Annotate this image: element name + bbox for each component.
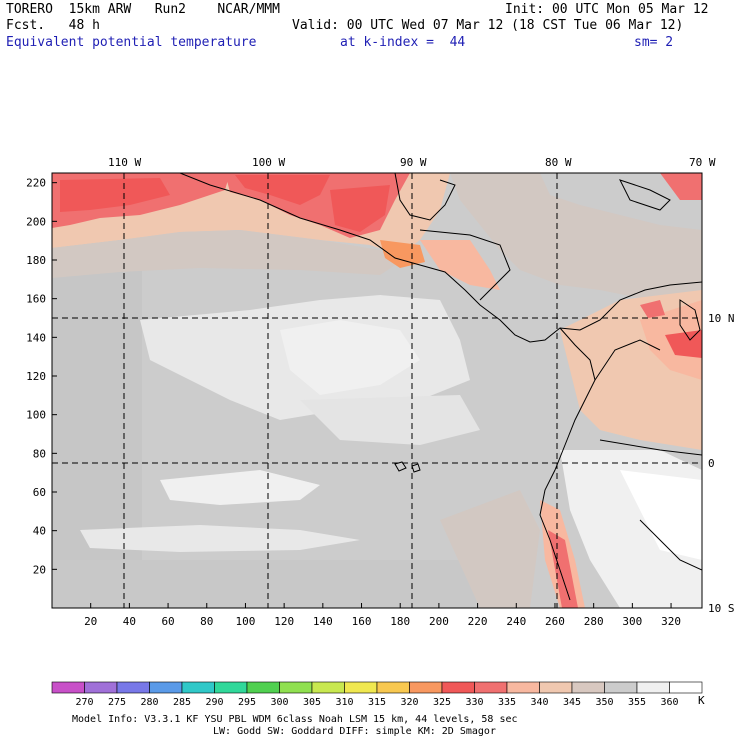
colorbar-swatch bbox=[636, 681, 670, 694]
y-tick-label: 180 bbox=[26, 254, 46, 267]
colorbar-swatch bbox=[84, 681, 118, 694]
y-tick-label: 80 bbox=[33, 447, 46, 460]
colorbar-swatch bbox=[571, 681, 605, 694]
x-tick-label: 240 bbox=[506, 615, 526, 628]
y-tick-label: 120 bbox=[26, 370, 46, 383]
colorbar-label: 340 bbox=[530, 697, 548, 708]
forecast-hour: Fcst. 48 h bbox=[6, 18, 100, 33]
valid-time: Valid: 00 UTC Wed 07 Mar 12 (18 CST Tue … bbox=[292, 18, 684, 33]
y-tick-label: 220 bbox=[26, 177, 46, 190]
colorbar-label: 285 bbox=[173, 697, 191, 708]
y-tick-label: 60 bbox=[33, 486, 46, 499]
y-tick-label: 140 bbox=[26, 331, 46, 344]
colorbar-label: 280 bbox=[140, 697, 158, 708]
colorbar-label: 305 bbox=[303, 697, 321, 708]
y-tick-label: 160 bbox=[26, 293, 46, 306]
lat-label: 10 S bbox=[708, 602, 735, 615]
smoothing: sm= 2 bbox=[634, 35, 674, 50]
x-axis: 20 40 60 80 100 120 140 160 180 200 220 240 260 280 30… bbox=[84, 603, 681, 628]
model-info: Model Info: V3.3.1 KF YSU PBL WDM 6class… bbox=[72, 714, 518, 725]
x-tick-label: 320 bbox=[661, 615, 681, 628]
y-tick-label: 20 bbox=[33, 563, 46, 576]
colorbar-label: 270 bbox=[75, 697, 93, 708]
colorbar-swatch bbox=[181, 681, 215, 694]
colorbar-swatch bbox=[669, 681, 703, 694]
colorbar-label: 275 bbox=[108, 697, 126, 708]
colorbar-swatch bbox=[311, 681, 345, 694]
x-tick-label: 300 bbox=[622, 615, 642, 628]
lon-label: 90 W bbox=[400, 156, 427, 169]
theta-e-field bbox=[52, 173, 702, 608]
level-index: at k-index = 44 bbox=[340, 35, 466, 50]
colorbar-label: 310 bbox=[335, 697, 353, 708]
colorbar-swatch bbox=[441, 681, 475, 694]
x-tick-label: 200 bbox=[429, 615, 449, 628]
colorbar-swatch bbox=[539, 681, 573, 694]
lon-label: 110 W bbox=[108, 156, 141, 169]
map-frame bbox=[51, 172, 703, 609]
x-tick-label: 260 bbox=[545, 615, 565, 628]
field-name: Equivalent potential temperature bbox=[6, 35, 257, 50]
lat-label: 0 bbox=[708, 457, 715, 470]
lon-label: 100 W bbox=[252, 156, 285, 169]
colorbar-label: 315 bbox=[368, 697, 386, 708]
colorbar-label: 320 bbox=[400, 697, 418, 708]
colorbar-label: 360 bbox=[660, 697, 678, 708]
x-tick-label: 180 bbox=[390, 615, 410, 628]
colorbar-swatch bbox=[344, 681, 378, 694]
colorbar-swatch bbox=[214, 681, 248, 694]
colorbar-swatch bbox=[376, 681, 410, 694]
colorbar-swatch bbox=[506, 681, 540, 694]
x-tick-label: 120 bbox=[274, 615, 294, 628]
colorbar-label: 290 bbox=[205, 697, 223, 708]
x-tick-label: 40 bbox=[123, 615, 136, 628]
y-tick-label: 40 bbox=[33, 525, 46, 538]
colorbar-label: 330 bbox=[465, 697, 483, 708]
x-tick-label: 160 bbox=[352, 615, 372, 628]
lon-label: 80 W bbox=[545, 156, 572, 169]
colorbar-label: 350 bbox=[595, 697, 613, 708]
colorbar-label: 335 bbox=[498, 697, 516, 708]
colorbar-label: 345 bbox=[563, 697, 581, 708]
graticule bbox=[52, 173, 702, 608]
x-tick-label: 220 bbox=[468, 615, 488, 628]
y-axis: 20 40 60 80 100 120 140 160 180 200 220 bbox=[26, 177, 57, 576]
colorbar-unit: K bbox=[698, 694, 705, 707]
x-tick-label: 140 bbox=[313, 615, 333, 628]
colorbar-label: 355 bbox=[628, 697, 646, 708]
colorbar-label: 295 bbox=[238, 697, 256, 708]
colorbar: 270 275 280 285 290 295 300 305 310 315 320 325 330 3… bbox=[51, 681, 703, 708]
model-title: TORERO 15km ARW Run2 NCAR/MMM bbox=[6, 2, 280, 17]
colorbar-swatch bbox=[116, 681, 150, 694]
x-tick-label: 20 bbox=[84, 615, 97, 628]
init-time: Init: 00 UTC Mon 05 Mar 12 bbox=[505, 2, 709, 17]
coastlines bbox=[179, 173, 702, 601]
colorbar-swatch bbox=[149, 681, 183, 694]
x-tick-label: 100 bbox=[236, 615, 256, 628]
colorbar-swatch bbox=[604, 681, 638, 694]
x-tick-label: 60 bbox=[161, 615, 174, 628]
colorbar-label: 325 bbox=[433, 697, 451, 708]
colorbar-label: 300 bbox=[270, 697, 288, 708]
y-tick-label: 200 bbox=[26, 215, 46, 228]
colorbar-swatch bbox=[409, 681, 443, 694]
colorbar-swatch bbox=[279, 681, 313, 694]
x-tick-label: 80 bbox=[200, 615, 213, 628]
colorbar-swatch bbox=[51, 681, 85, 694]
physics-info: LW: Godd SW: Goddard DIFF: simple KM: 2D… bbox=[213, 726, 496, 737]
lon-label: 70 W bbox=[689, 156, 716, 169]
lat-label: 10 N bbox=[708, 312, 735, 325]
colorbar-swatch bbox=[246, 681, 280, 694]
colorbar-swatch bbox=[474, 681, 508, 694]
y-tick-label: 100 bbox=[26, 409, 46, 422]
x-tick-label: 280 bbox=[584, 615, 604, 628]
